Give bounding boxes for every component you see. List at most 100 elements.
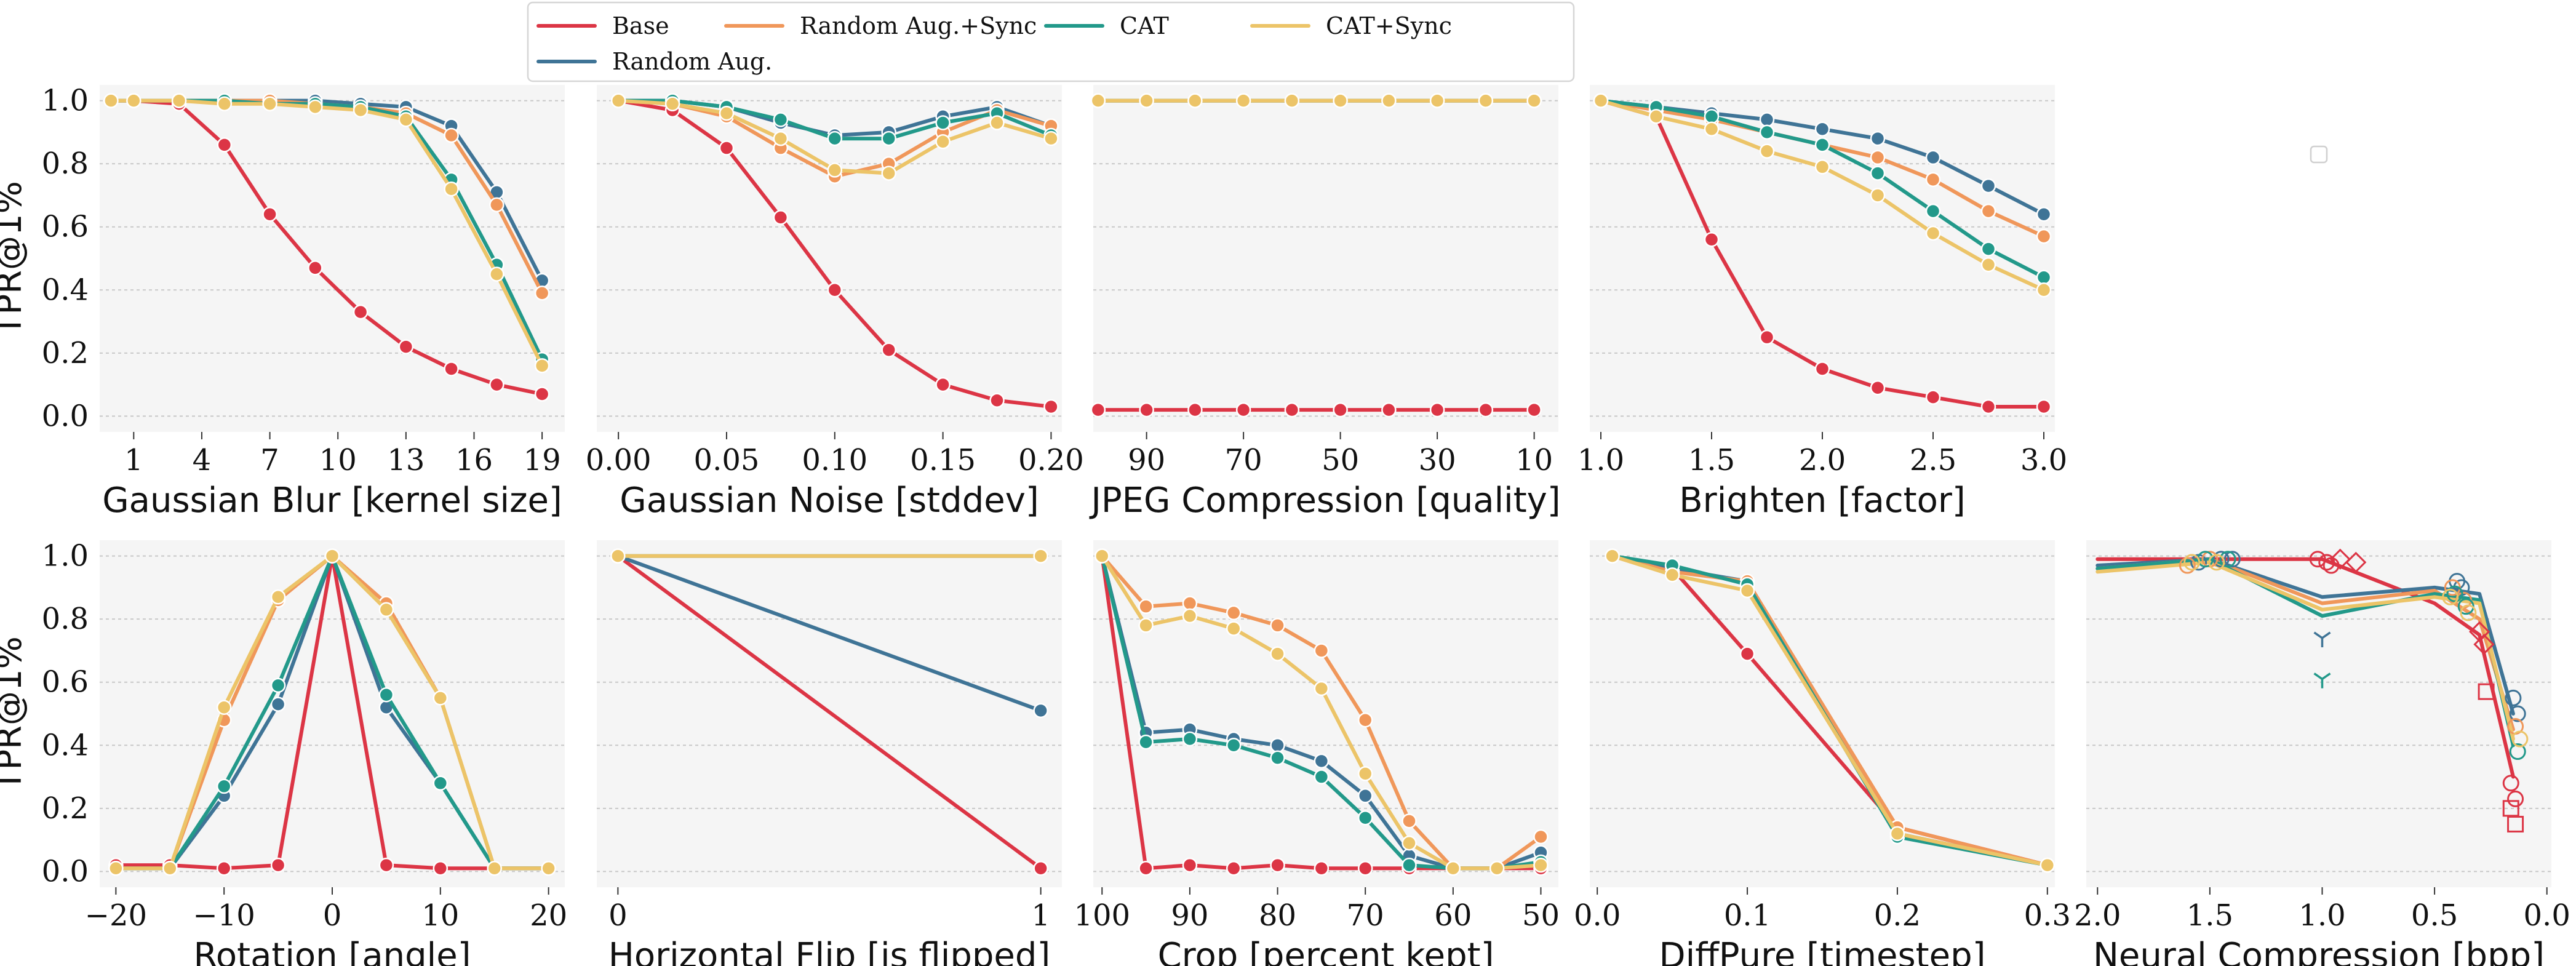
markers-cat-sync — [2183, 554, 2529, 748]
data-point-cat — [773, 112, 789, 127]
x-tick-label: 10 — [421, 898, 459, 933]
marker-circle — [2446, 585, 2463, 602]
data-point-cat — [1182, 731, 1198, 747]
data-point-random-aug-sync — [1314, 643, 1330, 658]
data-point-cat — [433, 775, 449, 791]
x-tick-label: 1.5 — [2187, 898, 2233, 933]
data-point-cat — [935, 115, 951, 130]
data-point-base — [1526, 402, 1542, 418]
data-point-base — [827, 282, 843, 298]
x-tick-label: 3.0 — [2020, 443, 2067, 477]
x-tick-label: 20 — [530, 898, 567, 933]
x-axis-label: Gaussian Noise [stddev] — [620, 481, 1039, 521]
data-point-cat-sync — [989, 115, 1005, 130]
y-tick-label: 0.8 — [42, 602, 89, 636]
series-base — [1090, 402, 1542, 418]
plot-area — [1093, 540, 1558, 887]
marker-circle — [2505, 689, 2522, 706]
marker-circle — [2507, 790, 2524, 807]
x-tick-label: 2.0 — [2074, 898, 2121, 933]
data-point-cat-sync — [1814, 159, 1830, 175]
x-axis-label: Horizontal Flip [is flipped] — [608, 936, 1051, 966]
data-point-cat-sync — [881, 166, 896, 181]
x-tick-label: 0.3 — [2024, 898, 2071, 933]
data-point-cat — [1759, 124, 1775, 140]
data-point-base — [262, 206, 277, 222]
x-axis-label: Brighten [factor] — [1679, 481, 1966, 521]
panel-gaussian-blur-kernel-size: 0.0 0.2 0.4 0.6 0.8 1.0 1 4 7 10 13 16 19 Gaussian Bl… — [0, 84, 565, 521]
y-tick-label: 1.0 — [42, 539, 89, 573]
legend-entry-cat-sync: CAT+Sync — [1250, 12, 1452, 39]
marker-tri — [2313, 631, 2331, 647]
panel-rotation-angle: 0.0 0.2 0.4 0.6 0.8 1.0 −20 −10 0 10 20 Rotation [a… — [0, 539, 567, 966]
data-point-random-aug — [1033, 703, 1048, 719]
data-point-base — [773, 210, 789, 225]
series-cat-sync — [103, 93, 550, 373]
marker-square — [2502, 800, 2519, 817]
marker-circle — [2212, 551, 2230, 568]
data-point-random-aug — [1980, 178, 1996, 194]
x-axis-label: Neural Compression [bpp] — [2093, 936, 2545, 966]
series-cat-sync — [610, 93, 1059, 181]
legend-label: CAT+Sync — [1326, 12, 1452, 39]
data-point-base — [1429, 402, 1445, 418]
data-point-cat — [270, 677, 286, 693]
marker-circle — [2309, 551, 2326, 568]
data-point-cat-sync — [541, 860, 556, 876]
series-cat-sync — [1605, 548, 2056, 873]
data-point-cat-sync — [1187, 93, 1203, 108]
x-tick-label: 7 — [260, 443, 279, 477]
plot-marks — [1605, 548, 2056, 873]
plot-area — [2086, 540, 2551, 887]
data-point-base — [1314, 860, 1330, 876]
x-tick-label: 2.5 — [1910, 443, 1956, 477]
y-tick-label: 0.2 — [42, 791, 89, 826]
data-point-random-aug — [1357, 788, 1373, 804]
series-line-base — [616, 554, 1043, 871]
legend-label: Random Aug. — [612, 48, 772, 75]
data-point-base — [398, 339, 414, 354]
data-point-random-aug-sync — [1182, 596, 1198, 611]
markers-random-aug — [2313, 631, 2331, 647]
data-point-cat-sync — [1739, 583, 1755, 599]
data-point-cat-sync — [444, 181, 459, 197]
panel-brighten-factor: 1.0 1.5 2.0 2.5 3.0 Brighten [factor] — [1577, 85, 2067, 521]
plot-marks — [2095, 548, 2529, 832]
data-point-cat-sync — [1593, 93, 1609, 108]
data-point-random-aug — [270, 697, 286, 712]
marker-diamond — [2345, 551, 2367, 573]
data-point-cat-sync — [1402, 835, 1417, 851]
plot-marks — [108, 548, 556, 876]
data-point-cat-sync — [262, 96, 277, 112]
data-point-random-aug-sync — [2036, 228, 2052, 244]
data-point-cat-sync — [1870, 188, 1886, 203]
data-point-cat-sync — [1090, 93, 1106, 108]
legend-box — [527, 1, 1575, 82]
data-point-cat-sync — [108, 860, 124, 876]
data-point-base — [1333, 402, 1348, 418]
marker-diamond — [2473, 634, 2495, 655]
plot-marks — [1593, 93, 2052, 415]
data-point-cat-sync — [1235, 93, 1251, 108]
data-point-base — [444, 361, 459, 377]
data-point-cat-sync — [2040, 857, 2056, 873]
data-point-base — [1870, 380, 1886, 396]
y-tick-label: 0.2 — [42, 336, 89, 370]
x-axis-label: Crop [percent kept] — [1158, 936, 1494, 966]
empty-legend-panel — [2310, 145, 2328, 164]
data-point-base — [1226, 860, 1242, 876]
data-point-cat-sync — [171, 93, 187, 108]
data-point-cat — [1270, 750, 1285, 766]
x-tick-label: 0.05 — [694, 443, 760, 477]
data-point-cat — [1357, 810, 1373, 826]
marker-circle — [2460, 604, 2477, 621]
data-point-cat-sync — [378, 602, 394, 618]
plot-area — [1093, 85, 1558, 432]
series-cat-sync — [1090, 93, 1542, 108]
data-point-cat-sync — [1526, 93, 1542, 108]
x-tick-label: 1.5 — [1688, 443, 1735, 477]
legend-entry-random-aug-sync: Random Aug.+Sync — [724, 12, 1037, 39]
